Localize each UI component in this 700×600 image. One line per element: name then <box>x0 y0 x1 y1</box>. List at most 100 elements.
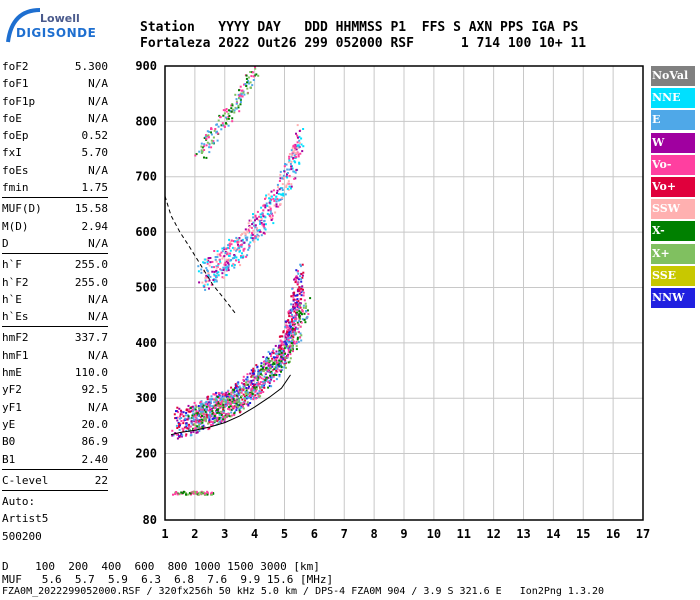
echo-dot <box>220 128 223 131</box>
echo-dot <box>249 395 252 397</box>
echo-dot <box>301 274 304 277</box>
echo-dot <box>270 372 273 375</box>
echo-dot <box>256 227 258 230</box>
echo-dot <box>290 308 293 311</box>
echo-dot <box>286 355 289 358</box>
param-value: 1.75 <box>81 181 109 195</box>
echo-dot <box>215 410 218 413</box>
legend: NoVal NNE E W Vo- Vo+ SSW X- X+ SSE NNW <box>651 66 695 310</box>
echo-dot <box>242 402 245 405</box>
param-name: M(D) <box>2 219 29 233</box>
echo-dot <box>300 294 303 297</box>
y-tick-label: 600 <box>135 225 157 239</box>
echo-dot <box>250 226 253 229</box>
echo-dot <box>274 352 277 355</box>
echo-dot <box>283 345 286 348</box>
echo-dot <box>283 170 286 173</box>
echo-dot <box>251 383 254 385</box>
x-tick-label: 3 <box>221 527 228 541</box>
echo-dot <box>301 290 304 292</box>
echo-dot <box>285 184 288 187</box>
echo-dot <box>201 408 204 411</box>
echo-dot <box>282 347 285 350</box>
echo-dot <box>180 491 183 494</box>
echo-dot <box>276 183 279 186</box>
echo-dot <box>225 116 227 119</box>
echo-dot <box>231 401 234 404</box>
echo-dot <box>280 351 283 354</box>
echo-dot <box>253 389 255 392</box>
echo-dot <box>204 407 207 410</box>
echo-dot <box>203 415 206 418</box>
echo-dot <box>294 314 297 317</box>
echo-dot <box>296 298 299 301</box>
echo-dot <box>285 338 288 341</box>
echo-dot <box>289 323 292 325</box>
echo-dot <box>238 407 241 410</box>
echo-dot <box>208 418 211 421</box>
echo-dot <box>303 312 306 315</box>
echo-dot <box>185 425 188 428</box>
echo-dot <box>245 389 248 392</box>
echo-dot <box>204 258 207 261</box>
echo-dot <box>221 391 224 394</box>
y-tick-label: 400 <box>135 336 157 350</box>
param-value: N/A <box>88 236 108 250</box>
echo-dot <box>195 421 198 424</box>
echo-dot <box>296 124 299 127</box>
echo-dot <box>215 397 218 400</box>
echo-dot <box>234 93 237 96</box>
echo-dot <box>184 417 187 420</box>
echo-dot <box>278 351 281 354</box>
param-value: N/A <box>88 292 108 306</box>
echo-dot <box>283 340 286 343</box>
echo-dot <box>262 231 265 234</box>
echo-dot <box>196 425 199 428</box>
echo-dot <box>249 241 252 244</box>
echo-dot <box>285 345 288 348</box>
param-value: 22 <box>94 473 108 487</box>
echo-dot <box>302 294 305 297</box>
echo-dot <box>217 263 220 265</box>
echo-dot <box>250 234 253 237</box>
echo-dot <box>202 410 205 413</box>
echo-dot <box>252 75 255 78</box>
param-row: yE 20.0 <box>2 416 108 433</box>
echo-dot <box>207 404 210 407</box>
echo-dot <box>199 412 202 415</box>
echo-dot <box>295 269 298 272</box>
echo-dot <box>273 368 276 371</box>
echo-dot <box>296 336 299 339</box>
echo-dot <box>280 370 282 373</box>
echo-dot <box>187 408 190 411</box>
echo-dot <box>284 336 287 339</box>
echo-dots <box>171 66 312 496</box>
echo-dot <box>251 390 254 393</box>
echo-dot <box>256 384 259 387</box>
echo-dot <box>267 380 270 383</box>
echo-dot <box>299 311 302 314</box>
echo-dot <box>302 145 305 148</box>
echo-dot <box>198 419 201 422</box>
echo-dot <box>235 236 238 239</box>
echo-dot <box>294 329 296 332</box>
echo-dot <box>228 396 231 399</box>
echo-dot <box>210 266 213 269</box>
echo-dot <box>251 233 254 236</box>
echo-dot <box>222 406 225 409</box>
echo-dot <box>290 149 293 152</box>
echo-dot <box>248 219 251 222</box>
echo-dot <box>175 424 178 427</box>
echo-dot <box>277 192 280 195</box>
echo-dot <box>242 405 244 408</box>
echo-dot <box>269 195 272 198</box>
echo-dot <box>241 233 244 235</box>
echo-dot <box>279 346 282 349</box>
echo-dot <box>203 145 206 148</box>
echo-dot <box>264 216 267 219</box>
echo-dot <box>297 307 300 310</box>
echo-dot <box>194 491 197 493</box>
echo-dot <box>296 290 299 293</box>
echo-dot <box>224 394 227 397</box>
echo-dot <box>282 176 285 179</box>
